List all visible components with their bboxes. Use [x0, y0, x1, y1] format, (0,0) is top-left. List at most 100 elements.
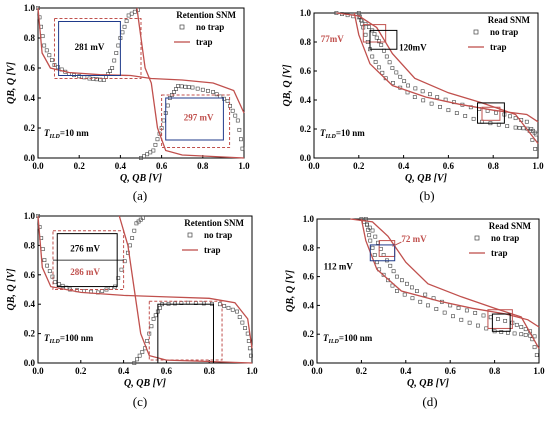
- no-trap-marker: [190, 85, 195, 90]
- chart-title: Retention SNM: [176, 10, 236, 20]
- no-trap-marker: [161, 118, 166, 123]
- no-trap-marker: [476, 323, 480, 328]
- no-trap-marker: [50, 58, 54, 63]
- y-tick-label: 0.2: [303, 329, 315, 339]
- no-trap-marker: [446, 108, 451, 113]
- x-axis-label: Q, QB [V]: [405, 173, 448, 184]
- x-axis-label: Q, QB [V]: [407, 378, 450, 389]
- x-tick-label: 0.2: [356, 366, 368, 376]
- no-trap-marker: [398, 74, 403, 79]
- no-trap-marker: [116, 276, 121, 281]
- no-trap-marker: [128, 243, 132, 248]
- snm-box-trap: [487, 309, 513, 329]
- no-trap-marker: [412, 95, 417, 100]
- no-trap-marker: [410, 296, 415, 301]
- no-trap-marker: [435, 95, 440, 100]
- y-tick-label: 0.4: [300, 95, 312, 105]
- no-trap-marker: [428, 92, 432, 97]
- x-tick-label: 0.6: [161, 366, 173, 376]
- no-trap-marker: [372, 253, 377, 257]
- chart-panel-1: 0.0 0.2 0.4 0.6 0.8 1.0 0.0 0.2 0.4 0.6 0.8 1.0 Q, Q…: [282, 8, 544, 184]
- no-trap-marker: [394, 70, 399, 75]
- no-trap-marker: [381, 272, 386, 277]
- snm-label: 77mV: [321, 34, 344, 44]
- no-trap-marker: [153, 142, 158, 147]
- no-trap-marker: [183, 84, 188, 89]
- no-trap-marker: [459, 317, 464, 322]
- legend-label-no-trap: no trap: [196, 22, 224, 32]
- no-trap-marker: [372, 32, 377, 36]
- no-trap-marker: [235, 309, 239, 314]
- no-trap-marker: [142, 154, 146, 159]
- no-trap-marker: [513, 116, 518, 121]
- no-trap-marker: [145, 339, 150, 343]
- y-tick-label: 0.8: [300, 37, 312, 47]
- no-trap-marker: [368, 238, 373, 243]
- no-trap-marker: [239, 137, 243, 142]
- no-trap-marker: [517, 126, 522, 130]
- y-tick-label: 0.8: [24, 240, 36, 250]
- plot-frame: [316, 218, 540, 364]
- panel-caption: (b): [419, 188, 434, 203]
- no-trap-marker: [534, 353, 539, 357]
- no-trap-marker: [233, 113, 238, 118]
- y-tick-label: 0.8: [24, 33, 36, 43]
- legend-marker-no-trap: [179, 24, 185, 30]
- no-trap-marker: [370, 245, 375, 250]
- no-trap-marker: [124, 19, 129, 24]
- no-trap-marker: [179, 84, 184, 89]
- no-trap-marker: [505, 124, 510, 129]
- snm-box-no-trap: [157, 303, 214, 364]
- no-trap-marker: [512, 331, 517, 336]
- x-axis-label: Q, QB [V]: [120, 173, 163, 184]
- no-trap-marker: [523, 333, 528, 337]
- no-trap-marker: [391, 269, 396, 274]
- no-trap-marker: [380, 70, 385, 75]
- no-trap-marker: [367, 233, 372, 238]
- no-trap-marker: [174, 87, 178, 91]
- panel-caption: (c): [133, 394, 147, 409]
- no-trap-marker: [406, 83, 410, 88]
- snm-box-no-trap: [369, 244, 396, 262]
- no-trap-marker: [454, 111, 459, 115]
- x-tick-label: 0.0: [308, 161, 320, 171]
- y-tick-label: 0.6: [303, 272, 315, 282]
- no-trap-marker: [249, 353, 253, 358]
- no-trap-marker: [47, 53, 52, 58]
- no-trap-marker: [226, 305, 231, 310]
- no-trap-marker: [503, 318, 508, 323]
- no-trap-marker: [378, 246, 383, 251]
- no-trap-marker: [151, 148, 156, 153]
- y-axis-label: QB, Q [V]: [282, 64, 293, 107]
- no-trap-marker: [47, 269, 52, 274]
- legend-marker-no-trap: [474, 235, 480, 241]
- no-trap-marker: [53, 280, 58, 285]
- y-tick-label: 0.2: [300, 124, 312, 134]
- chart-title: Read SNM: [488, 15, 531, 25]
- y-tick-label: 1.0: [303, 214, 315, 224]
- no-trap-marker: [246, 339, 251, 343]
- no-trap-marker: [356, 11, 361, 15]
- no-trap-marker: [395, 289, 399, 293]
- y-tick-label: 0.6: [24, 270, 36, 280]
- no-trap-marker: [222, 96, 226, 101]
- no-trap-marker: [201, 301, 206, 306]
- no-trap-marker: [521, 126, 526, 131]
- no-trap-marker: [165, 103, 170, 108]
- no-trap-marker: [359, 18, 363, 23]
- x-axis-label: Q, QB [V]: [124, 378, 167, 389]
- no-trap-marker: [155, 137, 160, 142]
- y-tick-label: 0.2: [24, 123, 36, 133]
- y-tick-label: 1.0: [24, 3, 36, 13]
- no-trap-marker: [206, 88, 210, 93]
- trap-series-line: [360, 218, 540, 328]
- no-trap-marker: [379, 42, 384, 47]
- x-tick-label: 0.4: [400, 366, 412, 376]
- plot-frame: [37, 7, 245, 159]
- no-trap-marker: [524, 119, 529, 124]
- no-trap-marker: [395, 274, 399, 279]
- x-tick-label: 0.0: [32, 366, 44, 376]
- no-trap-marker: [44, 48, 49, 53]
- no-trap-marker: [137, 353, 142, 358]
- no-trap-marker: [222, 304, 227, 308]
